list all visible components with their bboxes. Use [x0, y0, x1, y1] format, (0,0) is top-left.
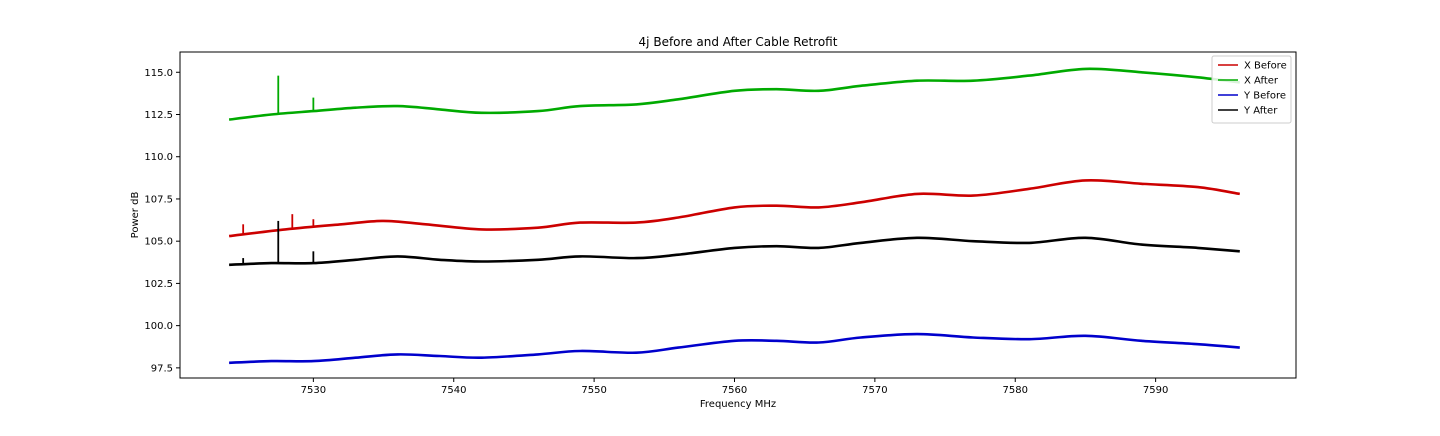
x-tick-label: 7590	[1143, 385, 1168, 396]
x-tick-label: 7570	[862, 385, 887, 396]
series-0-group	[228, 178, 1241, 238]
series-line	[228, 178, 1241, 238]
y-tick-label: 102.5	[144, 279, 173, 290]
y-tick-label: 105.0	[144, 237, 173, 248]
y-tick-label: 107.5	[144, 194, 173, 205]
legend-box	[1211, 55, 1292, 124]
legend: X Before X After Y Before Y After	[1211, 55, 1292, 124]
series-line	[229, 236, 1240, 267]
y-tick-label: 97.5	[151, 363, 173, 374]
legend-label: X Before	[1244, 61, 1287, 72]
series-2-group	[229, 332, 1240, 365]
axes-frame	[179, 51, 1297, 379]
x-tick-label: 7530	[301, 385, 326, 396]
x-tick-label: 7580	[1003, 385, 1028, 396]
y-tick-label: 112.5	[144, 110, 173, 121]
chart-title: 4j Before and After Cable Retrofit	[639, 35, 838, 49]
series-line	[228, 67, 1240, 121]
legend-label: X After	[1244, 76, 1279, 87]
series-3-group	[229, 220, 1240, 267]
y-tick-label: 115.0	[144, 68, 173, 79]
series-layer	[228, 67, 1241, 365]
y-tick-label: 100.0	[144, 321, 173, 332]
x-tick-label: 7560	[722, 385, 747, 396]
legend-label: Y After	[1243, 106, 1278, 117]
x-axis-label: Frequency MHz	[700, 399, 776, 410]
series-line	[229, 332, 1240, 365]
x-tick-label: 7540	[441, 385, 466, 396]
series-1-group	[228, 67, 1240, 121]
y-tick-label: 110.0	[144, 152, 173, 163]
y-axis-label: Power dB	[130, 192, 141, 239]
legend-label: Y Before	[1243, 91, 1286, 102]
axes-layer: 7530 7540 7550 7560 7570 7580 7590 97.5 100.0 102…	[144, 51, 1297, 396]
x-tick-label: 7550	[581, 385, 606, 396]
plot-background	[180, 52, 1296, 378]
